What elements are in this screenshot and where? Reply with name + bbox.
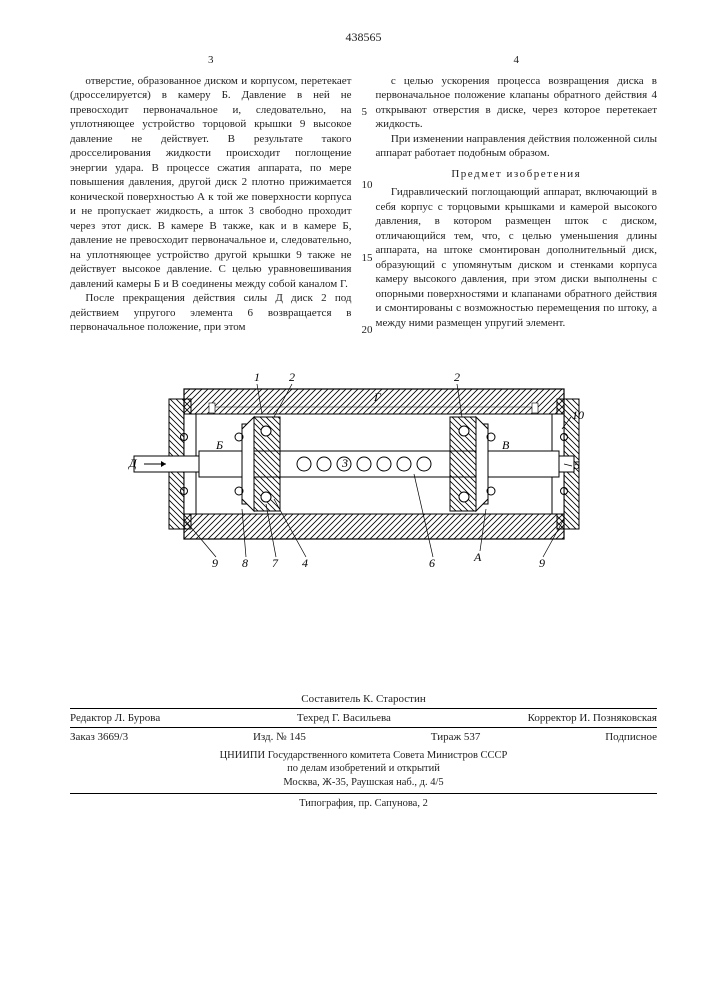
svg-text:8: 8: [242, 556, 248, 570]
text-columns: 3 отверстие, образованное диском и корпу…: [70, 53, 657, 335]
left-page-number: 3: [70, 53, 352, 68]
credits-order: Заказ 3669/3: [70, 731, 128, 743]
svg-text:3: 3: [341, 456, 348, 470]
svg-text:4: 4: [302, 556, 308, 570]
left-para-2: После прекращения действия силы Д диск 2…: [70, 291, 352, 335]
svg-text:9: 9: [212, 556, 218, 570]
credits-block: Составитель К. Старостин Редактор Л. Бур…: [70, 689, 657, 811]
credits-sub: Подписное: [605, 731, 657, 743]
credits-techred: Техред Г. Васильева: [297, 712, 391, 724]
line-number: 15: [362, 251, 373, 266]
svg-text:1: 1: [254, 370, 260, 384]
credits-author: Составитель К. Старостин: [70, 689, 657, 705]
document-number: 438565: [70, 30, 657, 45]
svg-text:Г: Г: [373, 390, 382, 404]
credits-org1: ЦНИИПИ Государственного комитета Совета …: [70, 749, 657, 763]
svg-text:Д: Д: [128, 456, 138, 470]
subject-text: Гидравлический поглощающий аппарат, вклю…: [376, 185, 658, 330]
line-number: 10: [362, 178, 373, 193]
credits-typo: Типография, пр. Сапунова, 2: [70, 797, 657, 811]
svg-text:В: В: [502, 438, 510, 452]
subject-title: Предмет изобретения: [376, 167, 658, 182]
svg-text:2: 2: [289, 370, 295, 384]
figure: Д Б В Г А 1 2 2 10 5 9 8 7 4 3 6 9: [70, 359, 657, 579]
right-para-2: При изменении направления действия полож…: [376, 132, 658, 161]
svg-text:7: 7: [272, 556, 279, 570]
credits-tirage: Тираж 537: [431, 731, 481, 743]
line-number: 20: [362, 323, 373, 338]
svg-text:10: 10: [572, 408, 584, 422]
svg-text:6: 6: [429, 556, 435, 570]
credits-org2: по делам изобретений и открытий: [70, 762, 657, 776]
svg-text:2: 2: [454, 370, 460, 384]
line-number: 5: [362, 105, 368, 120]
svg-text:5: 5: [574, 458, 580, 472]
left-column: 3 отверстие, образованное диском и корпу…: [70, 53, 352, 335]
page: 438565 3 отверстие, образованное диском …: [0, 0, 707, 1000]
svg-text:А: А: [473, 550, 482, 564]
credits-corrector: Корректор И. Позняковская: [528, 712, 657, 724]
svg-text:Б: Б: [215, 438, 223, 452]
right-page-number: 4: [376, 53, 658, 68]
svg-text:9: 9: [539, 556, 545, 570]
credits-editor: Редактор Л. Бурова: [70, 712, 160, 724]
credits-izd: Изд. № 145: [253, 731, 306, 743]
left-para-1: отверстие, образованное диском и корпусо…: [70, 74, 352, 292]
right-column: 5 10 15 20 4 с целью ускорения процесса …: [376, 53, 658, 335]
right-para-1: с целью ускорения процесса возвращения д…: [376, 74, 658, 132]
credits-addr: Москва, Ж-35, Раушская наб., д. 4/5: [70, 776, 657, 790]
